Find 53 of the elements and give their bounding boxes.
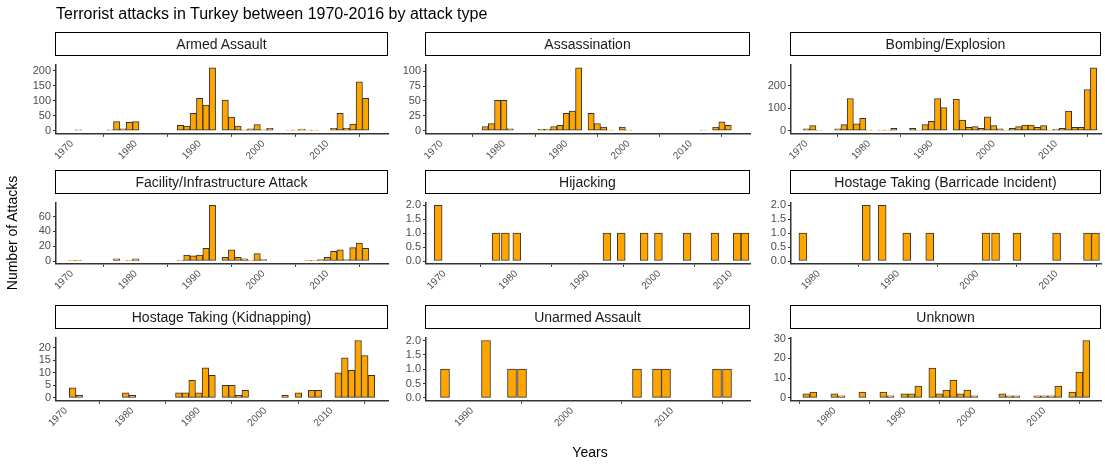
y-tick-label: 100 (402, 64, 421, 77)
y-tick-label: 40 (38, 224, 51, 237)
y-tick-label: 0.5 (405, 376, 421, 389)
x-axis-title: Years (571, 444, 609, 460)
y-tick-label: 1.0 (405, 362, 421, 375)
y-tick-label: 5 (44, 378, 51, 391)
y-tick-label: 2.0 (770, 198, 786, 211)
y-tick-label: 0 (779, 123, 786, 136)
y-tick-label: 60 (38, 209, 51, 222)
y-tick-label: 50 (408, 94, 421, 106)
y-tick-label: 150 (32, 78, 51, 91)
y-tick-label: 0 (44, 254, 51, 267)
y-tick-label: 2.0 (405, 198, 421, 211)
y-tick-label: 75 (408, 79, 421, 92)
y-tick-label: 10 (773, 371, 786, 384)
y-tick-label: 1.5 (405, 212, 421, 225)
y-tick-label: 30 (773, 331, 786, 344)
y-tick-label: 200 (32, 63, 51, 76)
y-tick-label: 100 (32, 93, 51, 106)
chart-title: Hijacking (425, 170, 750, 194)
y-tick-label: 0.0 (405, 254, 421, 267)
text: Terrorist attacks in Turkey between 1970-2016 by attack type (56, 5, 488, 23)
y-tick-label: 0.5 (770, 240, 786, 253)
y-tick-label: 1.5 (405, 347, 421, 360)
y-tick-label: 10 (38, 365, 51, 378)
chart-title: Armed Assault (55, 32, 388, 56)
y-tick-label: 0 (44, 390, 51, 403)
chart-title: Unknown (790, 305, 1101, 329)
chart-title: Unarmed Assault (425, 305, 750, 329)
chart-title: Assassination (425, 32, 750, 56)
y-tick-label: 2.0 (405, 333, 421, 346)
chart-title: Facility/Infrastructure Attack (55, 170, 388, 194)
y-tick-label: 20 (38, 239, 51, 252)
y-tick-label: 200 (767, 78, 786, 91)
chart-title: Bombing/Explosion (790, 32, 1101, 56)
y-tick-label: 1.0 (405, 226, 421, 239)
y-tick-label: 20 (773, 351, 786, 364)
y-tick-label: 100 (767, 101, 786, 114)
y-tick-label: 1.0 (770, 226, 786, 239)
y-tick-label: 0 (779, 390, 786, 403)
y-tick-label: 50 (38, 108, 51, 121)
y-tick-label: 0.0 (770, 254, 786, 267)
y-tick-label: 20 (38, 341, 51, 353)
chart-title: Hostage Taking (Barricade Incident) (790, 170, 1101, 194)
y-tick-label: 0.5 (405, 240, 421, 253)
y-axis-title: Number of Attacks (4, 175, 20, 290)
y-tick-label: 0.0 (405, 390, 421, 403)
y-tick-label: 0 (414, 123, 421, 136)
chart-title: Hostage Taking (Kidnapping) (55, 305, 388, 329)
y-tick-label: 15 (38, 353, 51, 366)
y-tick-label: 0 (44, 123, 51, 136)
y-tick-label: 1.5 (770, 212, 786, 225)
y-tick-label: 25 (408, 108, 421, 121)
